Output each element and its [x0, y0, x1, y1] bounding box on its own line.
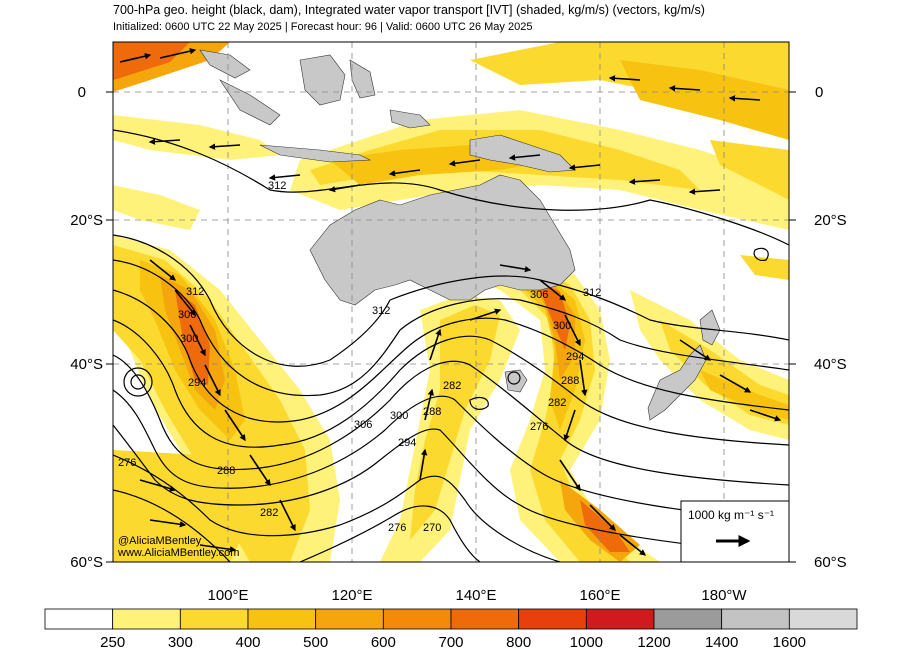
lon-label: 140°E	[455, 587, 496, 604]
graticule	[113, 42, 789, 562]
contour-label: 300	[390, 410, 408, 422]
contour-label: 282	[443, 380, 461, 392]
contour-label: 312	[268, 180, 286, 192]
lat-label-right: 20°S	[814, 212, 847, 229]
map-panel: 312 312 312 312 306 300 294 306 300 294 …	[113, 42, 789, 562]
lon-label: 180°W	[701, 587, 747, 604]
colorbar-swatch	[721, 608, 790, 630]
reference-vector-label: 1000 kg m⁻¹ s⁻¹	[688, 508, 774, 522]
colorbar-tick-label: 1000	[570, 634, 603, 651]
chart-subtitle: Initialized: 0600 UTC 22 May 2025 | Fore…	[113, 21, 533, 33]
lon-label: 120°E	[331, 587, 372, 604]
ivt-shading	[113, 42, 789, 562]
contour-label: 294	[566, 351, 584, 363]
contour-label: 294	[188, 377, 206, 389]
lon-label: 100°E	[207, 587, 248, 604]
colorbar-tick-label: 1600	[773, 634, 806, 651]
contour-label: 288	[423, 406, 441, 418]
colorbar-tick-label: 700	[438, 634, 463, 651]
lat-label-right: 60°S	[814, 554, 847, 571]
lat-label-right: 0	[815, 84, 823, 101]
contour-labels: 312 312 312 312 306 300 294 306 300 294 …	[118, 180, 601, 534]
colorbar: 250 300 400 500 600 700 800 1000 1200 1400 1600	[44, 608, 858, 651]
colorbar-swatch	[315, 608, 384, 630]
colorbar-tick-label: 1200	[637, 634, 670, 651]
colorbar-tick-label: 400	[235, 634, 260, 651]
ivt-vectors	[119, 48, 782, 556]
colorbar-swatch	[585, 608, 655, 630]
contour-label: 306	[530, 289, 548, 301]
colorbar-tick-label: 600	[371, 634, 396, 651]
colorbar-swatch	[44, 608, 114, 630]
colorbar-tick-label: 500	[303, 634, 328, 651]
contour-label: 276	[530, 421, 548, 433]
credit-handle: @AliciaMBentley	[118, 535, 202, 547]
colorbar-swatch	[788, 608, 858, 630]
chart-title: 700-hPa geo. height (black, dam), Integr…	[113, 3, 705, 17]
lon-label: 160°E	[579, 587, 620, 604]
contour-label: 282	[548, 397, 566, 409]
lat-label-left: 0	[78, 84, 86, 101]
colorbar-swatch	[112, 608, 181, 630]
contour-label: 276	[118, 457, 136, 469]
colorbar-tick-label: 1400	[705, 634, 738, 651]
contour-label: 288	[561, 375, 579, 387]
lat-label-right: 40°S	[814, 356, 847, 373]
contour-label: 300	[180, 333, 198, 345]
contour-label: 306	[354, 419, 372, 431]
colorbar-swatch	[450, 608, 520, 630]
contour-label: 312	[186, 286, 204, 298]
contour-label: 288	[217, 465, 235, 477]
colorbar-swatch	[653, 608, 723, 630]
height-contours	[113, 129, 789, 562]
contour-label: 312	[372, 305, 390, 317]
lat-label-left: 20°S	[70, 212, 103, 229]
reference-vector-box: 1000 kg m⁻¹ s⁻¹	[680, 500, 789, 562]
colorbar-tick-label: 800	[506, 634, 531, 651]
contour-label: 312	[583, 287, 601, 299]
colorbar-tick-label: 250	[100, 634, 125, 651]
colorbar-swatch	[247, 608, 317, 630]
contour-label: 282	[260, 507, 278, 519]
contour-label: 294	[398, 437, 416, 449]
contour-label: 276	[388, 522, 406, 534]
contour-label: 270	[423, 522, 441, 534]
colorbar-tick-label: 300	[168, 634, 193, 651]
tick-marks	[106, 91, 796, 563]
contour-label: 306	[178, 309, 196, 321]
colorbar-swatch	[518, 608, 587, 630]
contour-label: 300	[553, 320, 571, 332]
lat-label-left: 60°S	[70, 554, 103, 571]
credit-website: www.AliciaMBentley.com	[117, 547, 239, 559]
colorbar-swatch	[179, 608, 249, 630]
lat-label-left: 40°S	[70, 356, 103, 373]
colorbar-swatch	[382, 608, 452, 630]
map-frame	[112, 41, 790, 563]
